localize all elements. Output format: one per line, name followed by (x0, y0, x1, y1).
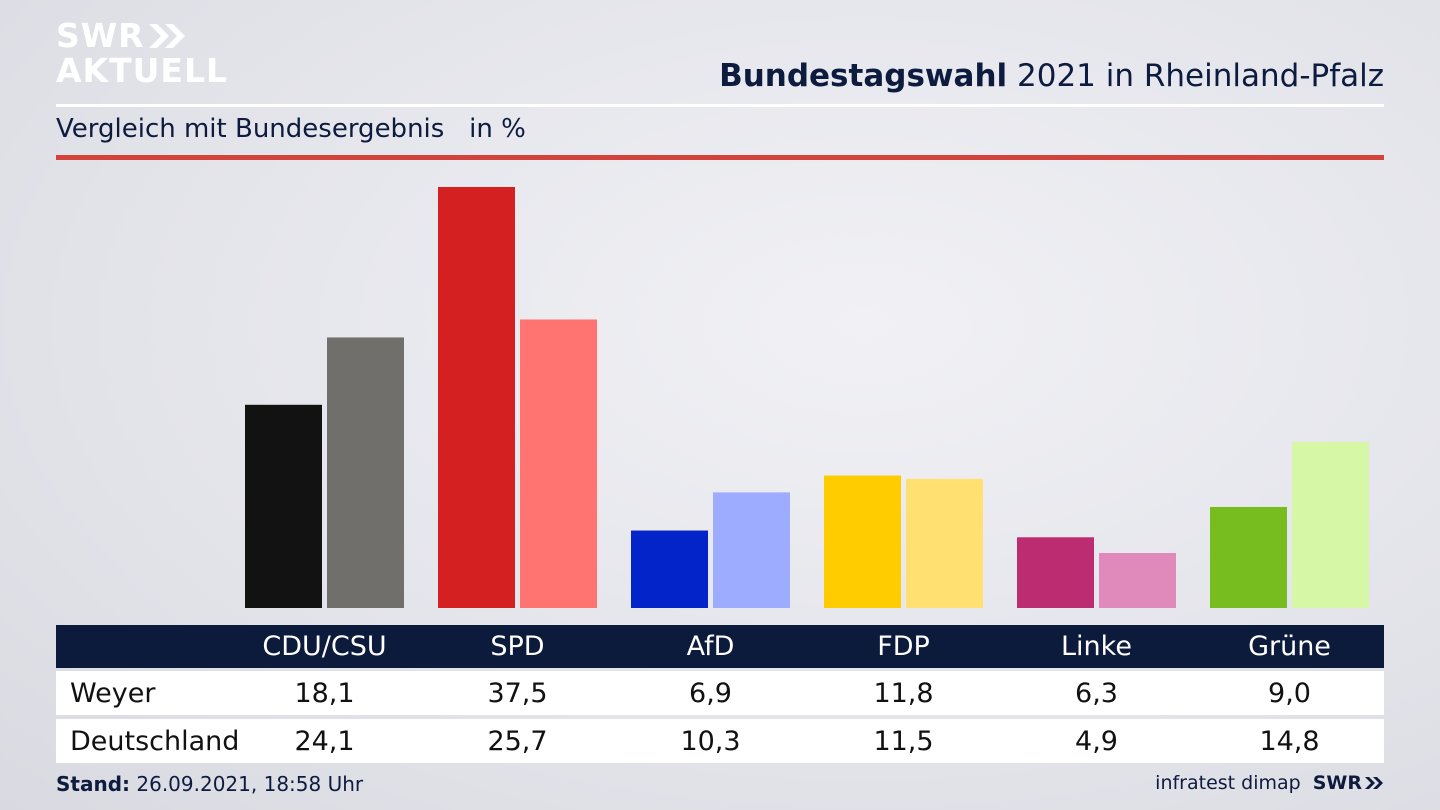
table-cell: 25,7 (487, 725, 548, 757)
bar-linke-deutschland (1099, 552, 1176, 608)
bar-cdu-csu-deutschland (327, 337, 404, 608)
table-cell: 11,5 (873, 725, 934, 757)
stand-value: 26.09.2021, 18:58 Uhr (130, 772, 364, 796)
page-title: Bundestagswahl 2021 in Rheinland-Pfalz (719, 58, 1384, 94)
table-cell: 14,8 (1259, 725, 1320, 757)
table-row: Weyer 18,1 37,5 6,9 11,8 6,3 9,0 (56, 671, 1384, 715)
swr-brand-text: SWR (1312, 772, 1362, 794)
table-cell: 4,9 (1075, 725, 1118, 757)
timestamp: Stand: 26.09.2021, 18:58 Uhr (56, 772, 363, 796)
bar-gr-ne-deutschland (1292, 441, 1369, 608)
table-header-cell: CDU/CSU (262, 631, 387, 662)
table-header-row: CDU/CSU SPD AfD FDP Linke Grüne (56, 625, 1384, 668)
bar-linke-weyer (1017, 537, 1094, 608)
title-bold: Bundestagswahl (719, 58, 1008, 94)
table-cell: 37,5 (487, 677, 548, 709)
table-cell: 24,1 (294, 725, 355, 757)
swr-aktuell-logo: SWR AKTUELL (56, 18, 228, 88)
bar-cdu-csu-weyer (245, 404, 322, 608)
bar-afd-weyer (631, 530, 708, 608)
accent-divider (56, 155, 1384, 160)
table-header-cell: FDP (877, 631, 930, 662)
swr-brand: SWR (1313, 772, 1384, 794)
table-cell: 10,3 (680, 725, 741, 757)
stand-label: Stand: (56, 772, 131, 796)
header-divider (56, 104, 1384, 107)
unit-label: in % (469, 114, 526, 144)
table-cell: 18,1 (294, 677, 355, 709)
table-header-cell: Linke (1061, 631, 1132, 662)
subtitle-text: Vergleich mit Bundesergebnis (56, 114, 445, 144)
title-rest: 2021 in Rheinland-Pfalz (1007, 58, 1384, 94)
results-table: CDU/CSU SPD AfD FDP Linke Grüne Weyer 18,1 37,5… (56, 625, 1384, 763)
table-header-cell: Grüne (1248, 631, 1331, 662)
bar-spd-weyer (438, 187, 515, 608)
table-header-cell: AfD (686, 631, 735, 662)
source-text: infratest dimap (1155, 772, 1301, 794)
double-chevron-icon (148, 24, 185, 48)
bar-chart (245, 187, 1369, 608)
table-cell: 11,8 (873, 677, 934, 709)
table-cell: 6,3 (1075, 677, 1118, 709)
bar-gr-ne-weyer (1210, 506, 1287, 608)
table-header-cell: SPD (490, 631, 545, 662)
double-chevron-small-icon (1365, 777, 1383, 789)
row-label: Deutschland (70, 725, 240, 757)
bar-fdp-deutschland (906, 478, 983, 608)
bar-fdp-weyer (824, 475, 901, 608)
source-credit: infratest dimap SWR (1155, 772, 1384, 794)
logo-aktuell-text: AKTUELL (56, 51, 229, 90)
table-cell: 9,0 (1268, 677, 1311, 709)
logo-swr-text: SWR (56, 16, 145, 55)
bar-afd-deutschland (713, 492, 790, 608)
table-cell: 6,9 (689, 677, 732, 709)
chart-subtitle: Vergleich mit Bundesergebnis in % (56, 114, 526, 144)
table-row: Deutschland 24,1 25,7 10,3 11,5 4,9 14,8 (56, 719, 1384, 763)
row-label: Weyer (70, 677, 156, 709)
bar-spd-deutschland (520, 319, 597, 608)
